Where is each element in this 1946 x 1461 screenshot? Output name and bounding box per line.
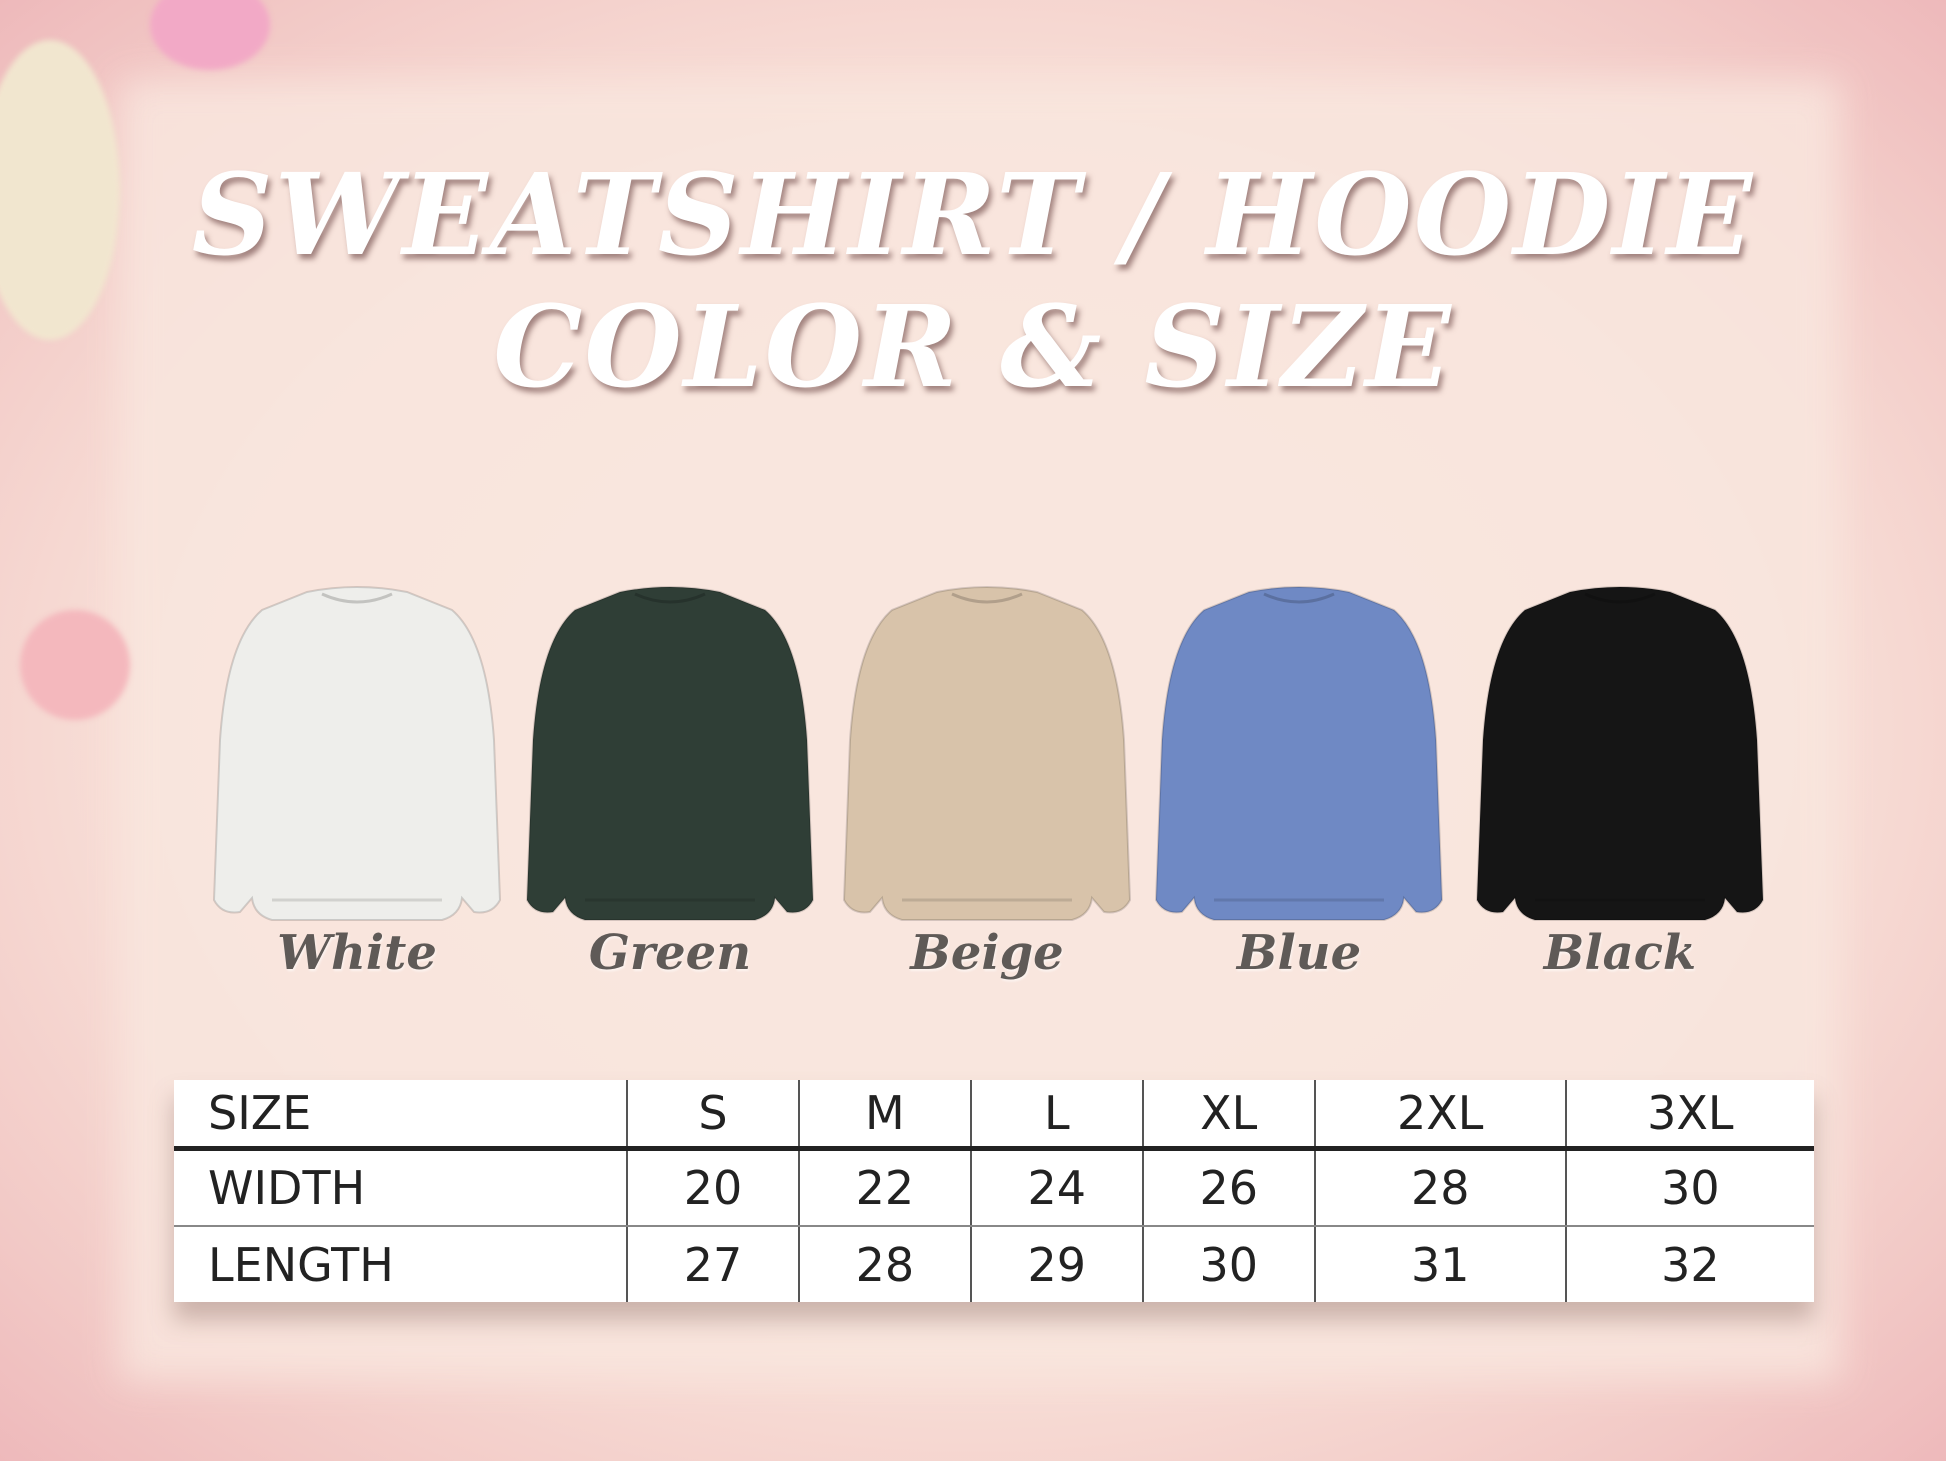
button-decoration-icon: [20, 610, 130, 720]
table-cell: 28: [1313, 1148, 1566, 1227]
sweatshirt-green-icon: [525, 580, 815, 930]
title-line-2: COLOR & SIZE: [493, 282, 1453, 413]
sweatshirt-beige-icon: [842, 580, 1132, 930]
table-header-row: SIZE S M L XL 2XL 3XL: [174, 1080, 1814, 1151]
header-cell: L: [969, 1080, 1143, 1151]
color-label: Blue: [1236, 925, 1362, 981]
color-label: White: [277, 925, 437, 981]
table-cell: 31: [1313, 1226, 1566, 1302]
row-label: LENGTH: [208, 1237, 394, 1292]
header-cell: S: [626, 1080, 799, 1151]
header-cell: M: [797, 1080, 971, 1151]
sweatshirt-blue-icon: [1154, 580, 1444, 930]
table-cell: 20: [626, 1148, 799, 1227]
flower-decoration-icon: [150, 0, 270, 70]
table-cell: 22: [797, 1148, 971, 1227]
table-cell: 29: [969, 1226, 1143, 1302]
table-cell: 24: [969, 1148, 1143, 1227]
row-label: WIDTH: [174, 1148, 627, 1227]
table-cell: 27: [626, 1226, 799, 1302]
table-cell: 26: [1141, 1148, 1315, 1227]
table-cell: 28: [797, 1226, 971, 1302]
table-cell: 30: [1141, 1226, 1315, 1302]
color-label: Green: [588, 925, 752, 981]
color-label: Black: [1543, 925, 1697, 981]
table-cell: 32: [1564, 1226, 1814, 1302]
table-row: WIDTH 20 22 24 26 28 30: [174, 1148, 1814, 1227]
header-cell: SIZE: [174, 1080, 627, 1151]
header-cell: 2XL: [1313, 1080, 1566, 1151]
flower-decoration-icon: [0, 40, 120, 340]
sweatshirt-white-icon: [212, 580, 502, 930]
title-line-1: SWEATSHIRT / HOODIE: [191, 150, 1755, 281]
table-cell: 30: [1564, 1148, 1814, 1227]
header-cell: 3XL: [1564, 1080, 1814, 1151]
color-label: Beige: [910, 925, 1064, 981]
sweatshirt-black-icon: [1475, 580, 1765, 930]
size-chart-table: SIZE S M L XL 2XL 3XL WIDTH 20 22 24 26 …: [174, 1080, 1814, 1302]
table-row: LENGTH 27 28 29 30 31 32: [174, 1226, 1814, 1302]
header-cell: XL: [1141, 1080, 1315, 1151]
